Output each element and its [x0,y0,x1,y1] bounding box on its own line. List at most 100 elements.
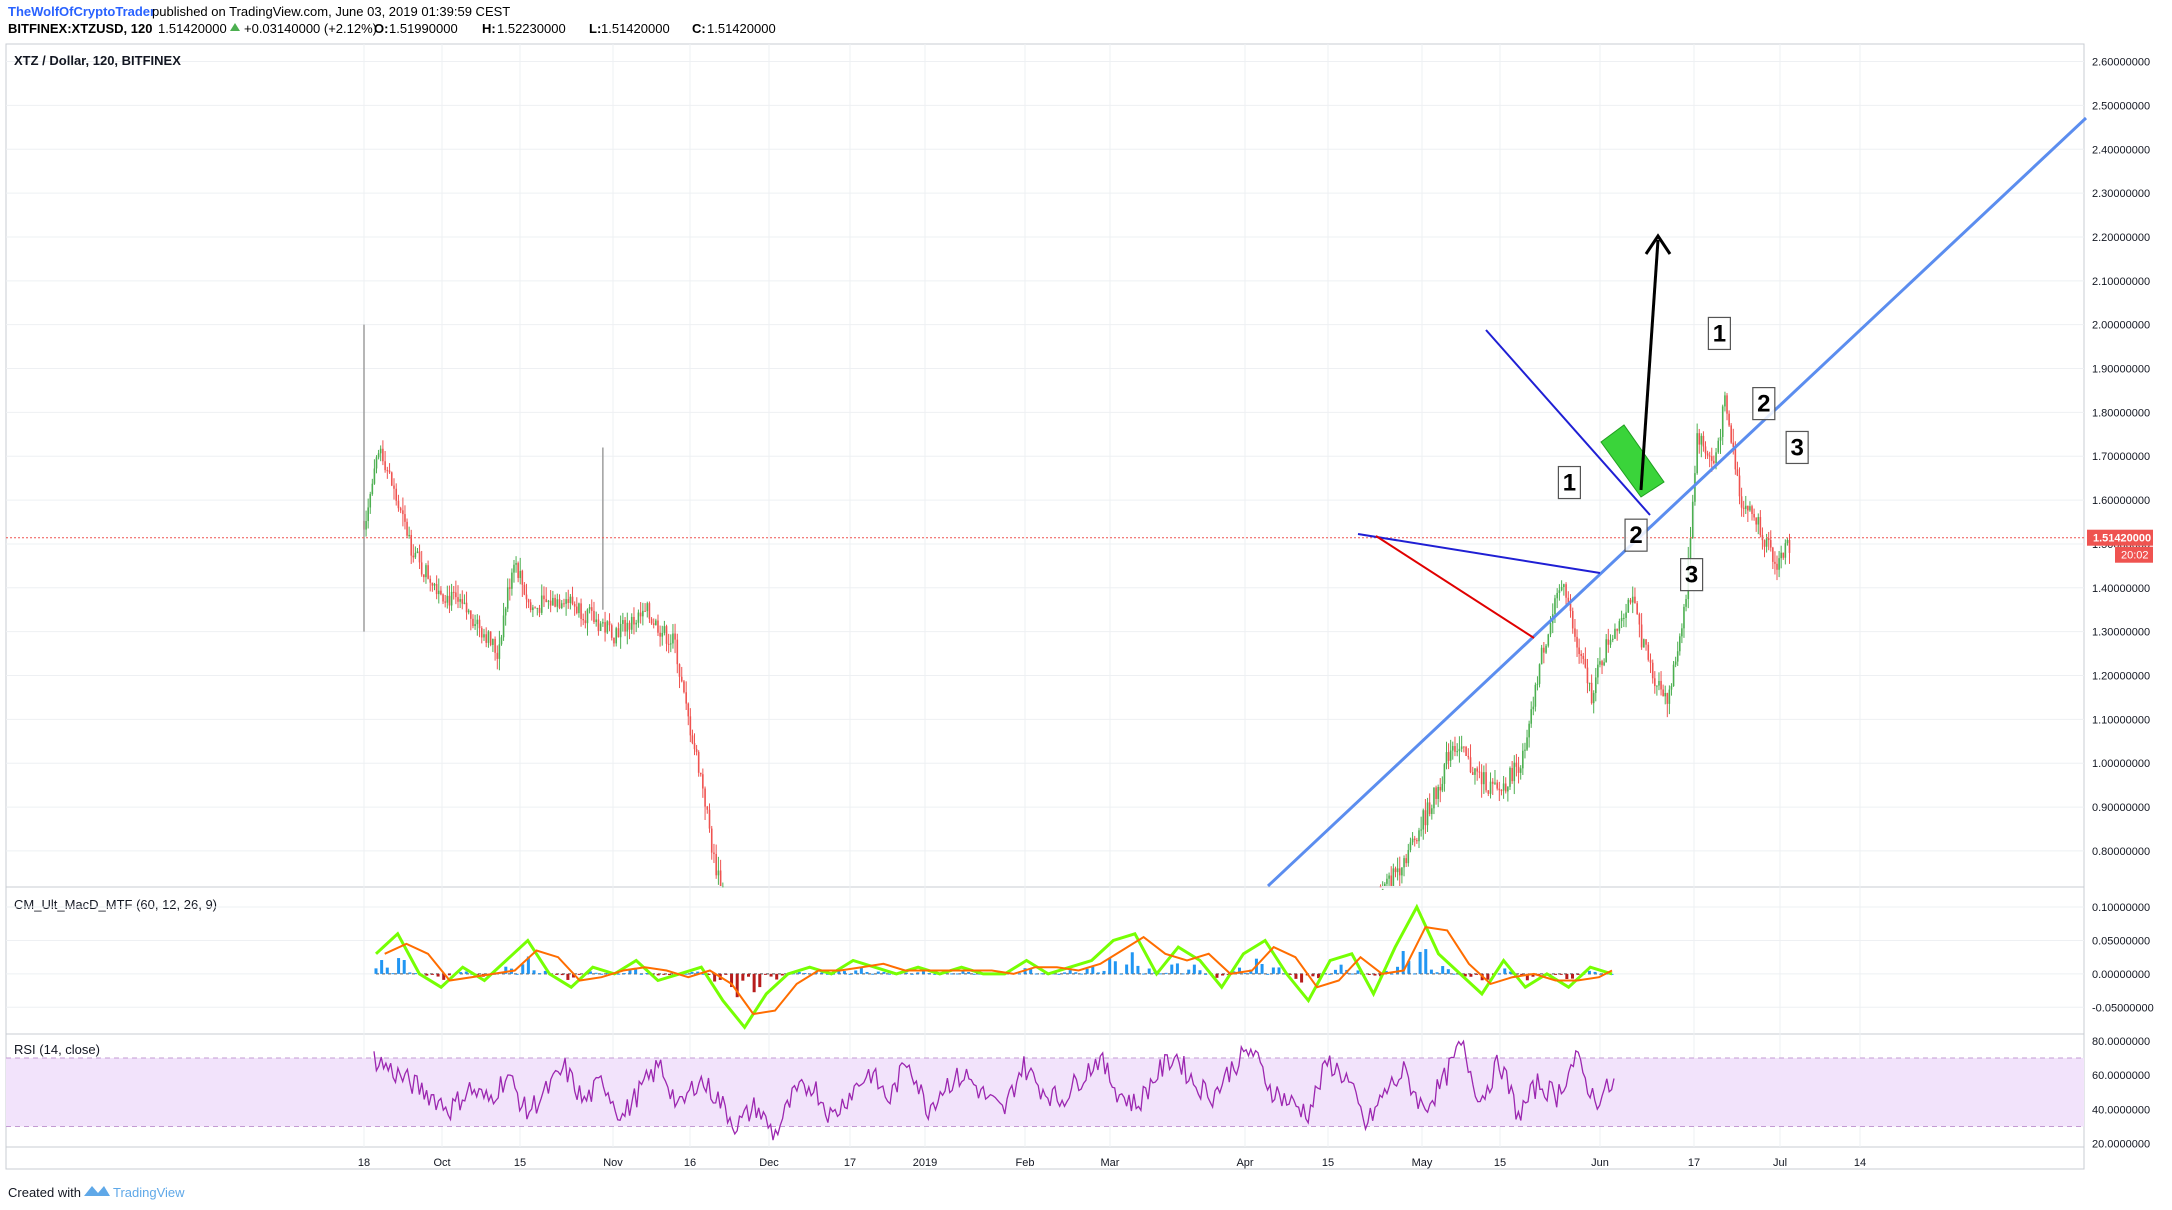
drawings[interactable] [1266,116,2088,888]
last-price-tag-label: 1.51420000 [2093,533,2151,545]
rsi-tick-label: 20.0000000 [2092,1139,2150,1151]
candle-body [1413,838,1416,841]
macd-pane[interactable]: CM_Ult_MacD_MTF (60, 12, 26, 9) 0.100000… [6,897,2154,1030]
candle-body [606,621,609,633]
macd-histogram-bar [402,960,406,974]
candle-body [549,600,552,606]
macd-histogram-bar [543,970,547,974]
macd-histogram-bar [1136,965,1140,974]
wave-label-text: 3 [1685,562,1698,589]
macd-histogram-bar [1130,952,1134,974]
candle-body [371,483,374,495]
candle-body [1734,446,1737,470]
macd-histogram-bar [1085,968,1089,974]
candle-body [1545,645,1547,653]
candle-body [1788,539,1791,553]
macd-tick-label: -0.05000000 [2092,1002,2154,1014]
price-tick-label: 1.30000000 [2092,627,2150,639]
breakout-arrow[interactable] [1639,239,1660,491]
time-tick-label: 17 [1688,1157,1700,1169]
macd-histogram-bar [515,973,519,975]
candle-body [704,788,706,807]
candle-body [619,623,622,638]
candle-body [478,619,481,629]
candle-body [425,565,427,578]
wave-label-box[interactable] [1785,430,1809,465]
candle-body [1471,772,1474,775]
author-link[interactable]: TheWolfOfCryptoTrader [8,4,155,19]
macd-histogram-bar [1333,969,1337,974]
candle-body [545,599,547,603]
candle-body [492,638,494,645]
macd-histogram-bar [1407,960,1411,974]
low-label: L: [589,21,601,36]
candle-body [448,595,451,606]
candle-body [536,607,539,609]
macd-histogram-bar [690,971,694,974]
wedge-top-line-1[interactable] [1357,533,1601,574]
candle-body [1609,640,1612,645]
candle-body [1732,442,1735,447]
macd-histogram-bar [1057,973,1061,975]
candle-body [1611,638,1614,641]
wedge-top-line-2[interactable] [1485,329,1651,516]
macd-histogram-bar [1441,966,1445,974]
price-pane[interactable]: XTZ / Dollar, 120, BITFINEX 2.600000002.… [6,53,2153,890]
candle-body [1547,634,1550,646]
macd-histogram-bar [577,973,581,975]
macd-histogram-bar [701,973,705,975]
macd-histogram-bar [1486,973,1490,980]
macd-histogram-bar [408,972,412,974]
macd-histogram-bar [1475,973,1479,975]
macd-histogram-bar [910,973,914,975]
candle-body [423,574,425,578]
macd-histogram-bar [1559,973,1563,975]
wedge-red-line[interactable] [1375,535,1535,639]
candle-body [519,570,522,578]
last-price-tag [2087,529,2153,546]
macd-histogram-bar [1170,964,1174,974]
candle-body [1681,628,1683,637]
ascending-trendline[interactable] [1266,116,2088,888]
candle-body [1388,875,1390,879]
candle-body [685,692,687,704]
candle-body [1776,563,1778,570]
macd-histogram-bar [1040,973,1044,975]
candle-body [367,507,369,522]
candle-body [1636,603,1638,615]
wave-label-box[interactable] [1557,465,1582,500]
rsi-pane[interactable]: RSI (14, close) 80.0000000 60.0000000 40.0… [6,1036,2150,1151]
price-change: +0.03140000 (+2.12%) [244,21,377,36]
macd-histogram-bar [442,973,446,980]
wave-label-box[interactable] [1752,387,1776,421]
footer-brand[interactable]: TradingView [113,1185,185,1200]
candle-body [1730,425,1732,443]
macd-histogram-bar [1113,961,1117,974]
candle-body [672,633,674,644]
target-zone-box[interactable] [1600,424,1665,498]
candle-body [1753,513,1755,518]
candle-body [1405,858,1407,864]
macd-histogram-bar [1243,973,1247,975]
macd-line [374,903,1613,1030]
candle-body [1502,783,1505,791]
macd-histogram-bar [1401,951,1405,974]
macd-histogram-bar [826,973,830,975]
candle-body [397,500,400,509]
candle-body [659,632,661,637]
macd-histogram-bar [1463,973,1467,977]
wave-label-box[interactable] [1624,518,1648,552]
candle-body [395,488,398,501]
wave-label-box[interactable] [1707,316,1731,351]
candle-body [504,608,507,616]
price-tick-label: 2.60000000 [2092,57,2150,69]
candle-body [1607,639,1610,645]
candle-body [1751,506,1753,514]
wave-label-box[interactable] [1680,558,1704,592]
candle-body [1601,661,1603,666]
candle-body [708,809,711,829]
macd-histogram-bar [837,971,841,974]
candle-body [637,612,640,623]
